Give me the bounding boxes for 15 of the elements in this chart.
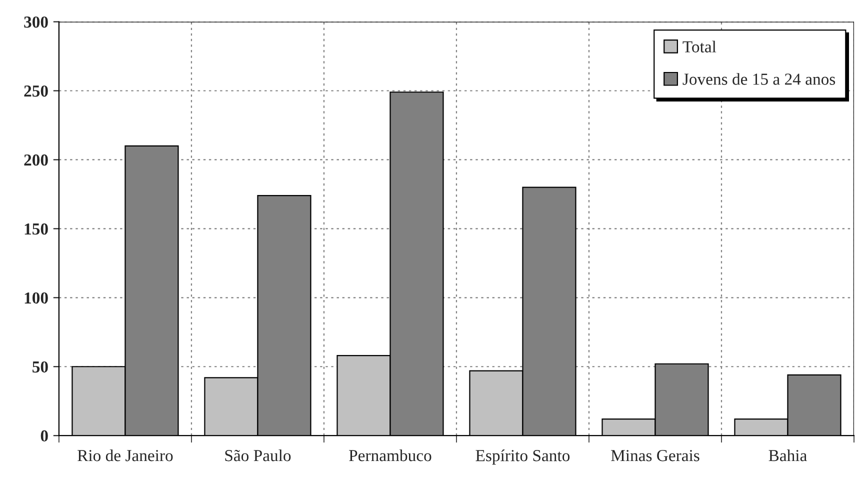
x-tick-label: Espírito Santo	[476, 449, 570, 465]
x-tick-label: São Paulo	[225, 449, 291, 462]
x-tick-label: Minas Gerais	[611, 450, 700, 462]
y-tick-label: 250	[24, 85, 48, 97]
legend-label: Jovens de 15 a 24 anos	[682, 73, 836, 85]
y-tick-label: 50	[32, 361, 48, 373]
x-tick-label: Pernambuco	[349, 449, 432, 462]
x-tick-label: Bahia	[768, 449, 807, 462]
x-tick-label: Rio de Janeiro	[78, 449, 173, 462]
y-tick-label: 300	[24, 16, 48, 28]
y-tick-label: 100	[24, 292, 48, 304]
y-tick-label: 200	[24, 154, 48, 166]
legend-label: Total	[682, 40, 716, 52]
y-tick-label: 150	[24, 223, 48, 235]
y-tick-label: 0	[40, 430, 48, 442]
